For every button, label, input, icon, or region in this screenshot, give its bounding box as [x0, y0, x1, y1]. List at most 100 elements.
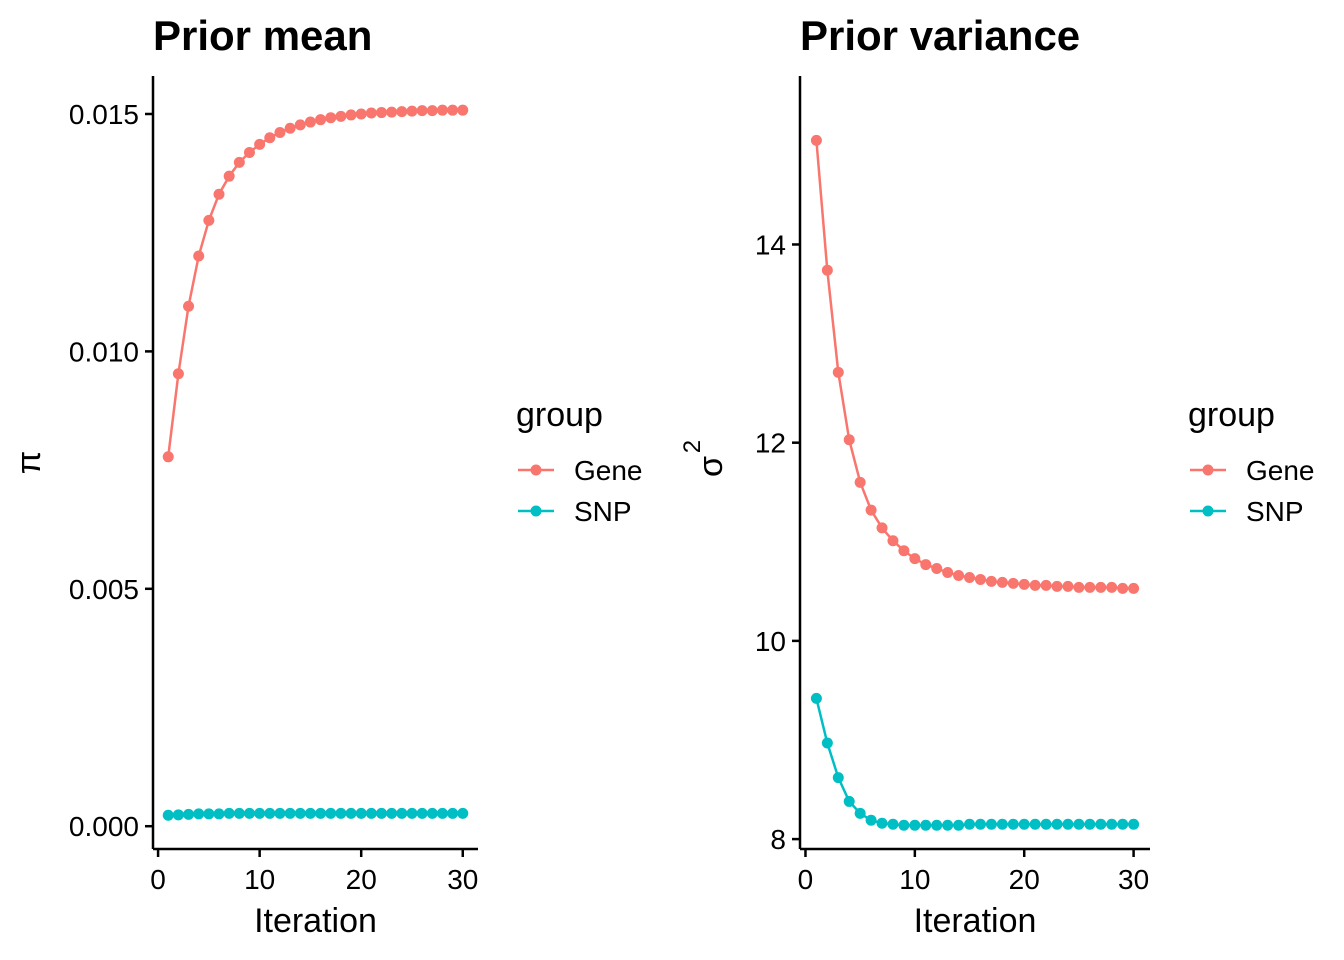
- panel-prior-mean: Prior mean 0.000 0.005 0.010 0.015 0 10 20 30 Ite…: [10, 12, 643, 940]
- data-point: [355, 108, 367, 120]
- x-tick-label: 20: [346, 864, 377, 895]
- data-point: [355, 807, 367, 819]
- data-point: [1084, 581, 1096, 593]
- data-point: [376, 807, 388, 819]
- data-point: [1106, 581, 1118, 593]
- data-point: [821, 737, 833, 749]
- data-point: [345, 807, 357, 819]
- data-point: [264, 807, 276, 819]
- y-tick-label: 12: [755, 428, 786, 459]
- data-point: [396, 807, 408, 819]
- data-point: [223, 807, 235, 819]
- y-axis-label: σ: [692, 456, 730, 477]
- data-point: [436, 104, 448, 116]
- data-point: [1029, 579, 1041, 591]
- legend-label: Gene: [1246, 455, 1315, 486]
- x-tick-label: 0: [150, 864, 166, 895]
- series-line-gene: [166, 108, 463, 457]
- x-tick-label: 10: [899, 864, 930, 895]
- data-point: [996, 576, 1008, 588]
- data-point: [1073, 818, 1085, 830]
- data-point: [436, 807, 448, 819]
- data-point: [447, 104, 459, 116]
- data-point: [1029, 818, 1041, 830]
- data-point: [1018, 818, 1030, 830]
- data-point: [457, 807, 469, 819]
- legend-key-point: [530, 464, 542, 476]
- y-axis-label-superscript: 2: [679, 440, 706, 453]
- data-point: [1007, 818, 1019, 830]
- data-point: [294, 807, 306, 819]
- y-tick-label: 8: [770, 824, 786, 855]
- data-point: [1084, 818, 1096, 830]
- data-point: [996, 818, 1008, 830]
- data-point: [1073, 581, 1085, 593]
- data-point: [876, 817, 888, 829]
- data-point: [974, 818, 986, 830]
- data-point: [876, 522, 888, 534]
- data-point: [1117, 818, 1129, 830]
- data-point: [1040, 579, 1052, 591]
- data-point: [284, 122, 296, 134]
- data-point: [447, 807, 459, 819]
- legend-key-point: [530, 505, 542, 517]
- y-tick-label: 0.005: [69, 574, 139, 605]
- legend-key-point: [1202, 505, 1214, 517]
- data-point: [931, 819, 943, 831]
- data-point: [365, 107, 377, 119]
- series-snp: [810, 692, 1140, 831]
- data-point: [909, 553, 921, 565]
- legend: group Gene SNP: [516, 396, 643, 527]
- y-axis-label: π: [10, 451, 48, 474]
- series-line-snp: [815, 698, 1134, 827]
- data-point: [416, 807, 428, 819]
- chart-title: Prior mean: [153, 12, 372, 59]
- series-gene: [810, 134, 1140, 594]
- data-point: [213, 188, 225, 200]
- data-point: [1051, 818, 1063, 830]
- legend-label: SNP: [574, 496, 632, 527]
- legend-label: Gene: [574, 455, 643, 486]
- data-point: [854, 807, 866, 819]
- data-point: [920, 559, 932, 571]
- data-point: [964, 571, 976, 583]
- data-point: [376, 107, 388, 119]
- data-point: [396, 106, 408, 118]
- data-point: [254, 807, 266, 819]
- data-point: [865, 504, 877, 516]
- data-point: [315, 114, 327, 126]
- data-point: [315, 807, 327, 819]
- data-point: [294, 119, 306, 131]
- data-point: [233, 156, 245, 168]
- series-line-gene: [815, 140, 1134, 590]
- y-tick-label: 0.010: [69, 336, 139, 367]
- data-point: [203, 214, 215, 226]
- data-point: [843, 434, 855, 446]
- data-point: [183, 808, 195, 820]
- data-point: [985, 818, 997, 830]
- data-point: [1095, 581, 1107, 593]
- data-point: [386, 106, 398, 118]
- data-point: [942, 819, 954, 831]
- data-point: [426, 105, 438, 117]
- data-point: [233, 807, 245, 819]
- data-point: [1040, 818, 1052, 830]
- data-point: [203, 808, 215, 820]
- data-point: [898, 545, 910, 557]
- series-gene: [162, 104, 469, 463]
- data-point: [854, 476, 866, 488]
- x-tick-label: 20: [1009, 864, 1040, 895]
- data-point: [964, 818, 976, 830]
- data-point: [887, 818, 899, 830]
- x-tick-label: 30: [1118, 864, 1149, 895]
- data-point: [1062, 818, 1074, 830]
- data-point: [1117, 582, 1129, 594]
- data-point: [325, 807, 337, 819]
- data-point: [832, 366, 844, 378]
- x-axis-label: Iteration: [914, 902, 1037, 940]
- data-point: [1128, 818, 1140, 830]
- data-point: [416, 105, 428, 117]
- x-axis-label: Iteration: [254, 902, 377, 940]
- y-tick-label: 0.000: [69, 811, 139, 842]
